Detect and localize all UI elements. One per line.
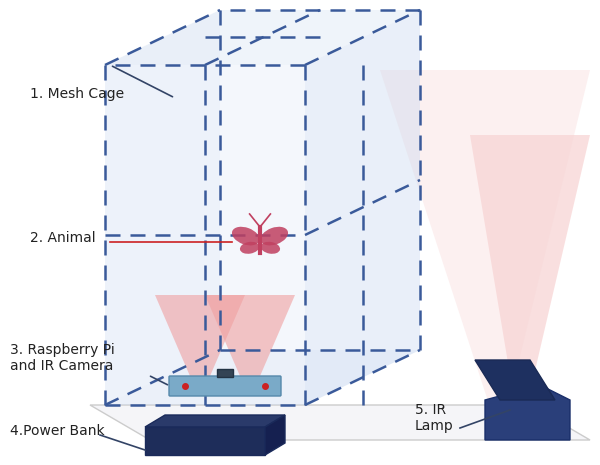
- Polygon shape: [105, 65, 305, 405]
- Polygon shape: [155, 295, 245, 390]
- FancyBboxPatch shape: [169, 376, 281, 396]
- Polygon shape: [145, 427, 265, 455]
- Polygon shape: [470, 135, 590, 435]
- Polygon shape: [485, 385, 570, 440]
- Polygon shape: [380, 70, 590, 438]
- Ellipse shape: [261, 242, 280, 254]
- Polygon shape: [205, 295, 295, 390]
- Polygon shape: [265, 415, 285, 455]
- Polygon shape: [105, 10, 220, 405]
- Polygon shape: [305, 10, 420, 405]
- Text: 1. Mesh Cage: 1. Mesh Cage: [30, 87, 124, 101]
- Text: 5. IR
Lamp: 5. IR Lamp: [415, 403, 454, 433]
- Text: 2. Animal: 2. Animal: [30, 231, 95, 245]
- Polygon shape: [105, 10, 420, 65]
- Polygon shape: [90, 405, 590, 440]
- Ellipse shape: [260, 227, 288, 246]
- Text: 3. Raspberry Pi
and IR Camera: 3. Raspberry Pi and IR Camera: [10, 343, 115, 373]
- Polygon shape: [105, 350, 420, 405]
- Bar: [217, 369, 233, 377]
- Ellipse shape: [232, 227, 259, 246]
- Polygon shape: [475, 360, 555, 400]
- Polygon shape: [145, 415, 285, 427]
- Text: 4.Power Bank: 4.Power Bank: [10, 424, 104, 438]
- Ellipse shape: [240, 242, 259, 254]
